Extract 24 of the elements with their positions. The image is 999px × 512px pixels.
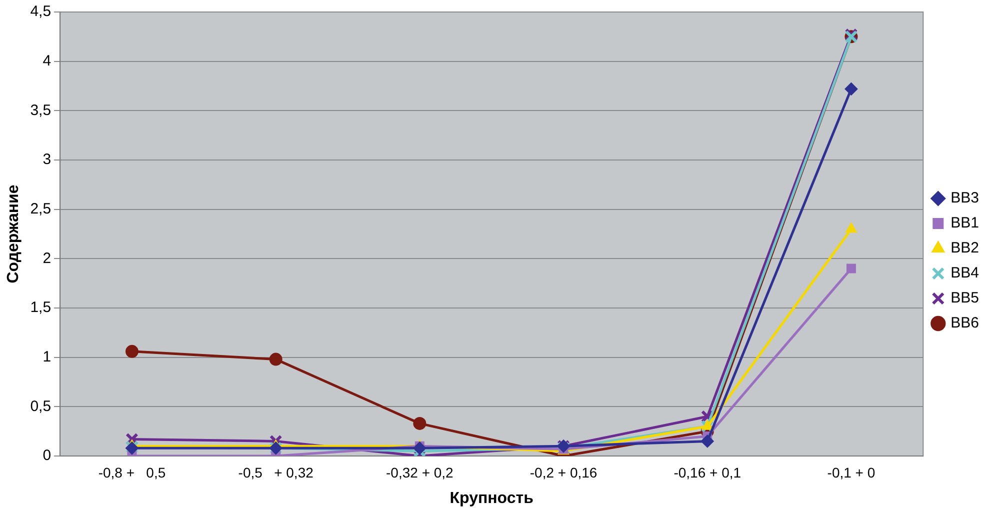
- y-tick-label: 0,5: [30, 398, 52, 415]
- y-axis-title: Содержание: [5, 184, 22, 284]
- x-tick-label: -0,8 + 0,5: [98, 464, 166, 480]
- x-tick-label: -0,5 + 0,32: [238, 464, 314, 480]
- y-tick-label: 1: [42, 348, 52, 366]
- y-tick-label: 2,5: [30, 200, 52, 218]
- x-tick-label: -0,1 + 0: [827, 464, 876, 480]
- y-tick-label: 4: [42, 52, 52, 70]
- y-tick-label: 0: [42, 447, 52, 464]
- y-tick-label: 3: [42, 151, 52, 168]
- x-tick-label: -0,16 + 0,1: [674, 464, 742, 480]
- x-tick-label: -0,2 + 0,16: [530, 464, 598, 480]
- legend-label: BB6: [950, 314, 980, 332]
- x-axis-title: Крупность: [450, 490, 534, 507]
- y-tick-label: 1,5: [30, 299, 52, 316]
- y-tick-label: 4,5: [30, 3, 52, 20]
- x-tick-label: -0,32 + 0,2: [386, 464, 454, 480]
- y-tick-label: 2: [42, 250, 52, 267]
- y-tick-label: 3,5: [30, 102, 52, 119]
- legend-label: BB5: [950, 290, 980, 307]
- legend-label: BB3: [950, 190, 980, 207]
- legend-label: BB2: [950, 240, 980, 257]
- legend-label: BB4: [950, 264, 980, 282]
- legend-label: BB1: [950, 214, 980, 232]
